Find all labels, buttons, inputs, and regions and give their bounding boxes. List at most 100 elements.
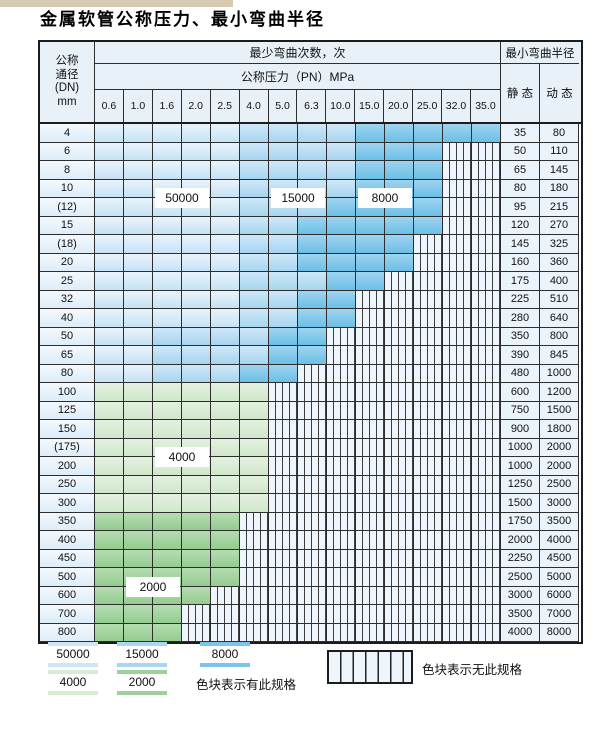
cell-band-b50 (211, 124, 240, 143)
cell-band-b8 (327, 235, 356, 254)
cell-no-spec (414, 475, 443, 494)
cell-band-g4 (211, 438, 240, 457)
cell-no-spec (327, 605, 356, 624)
dynamic-value: 2000 (540, 438, 579, 457)
static-value: 160 (500, 253, 540, 272)
cell-band-b50 (211, 290, 240, 309)
cell-band-g2 (153, 531, 182, 550)
cell-band-b50 (124, 179, 153, 198)
cell-no-spec (269, 531, 298, 550)
legend-swatch-4000: 4000 (48, 670, 98, 695)
dn-value-250: 250 (40, 475, 95, 494)
cell-no-spec (472, 327, 501, 346)
cell-band-b50 (182, 124, 211, 143)
cell-no-spec (356, 605, 385, 624)
cell-band-g4 (182, 401, 211, 420)
cell-no-spec (240, 605, 269, 624)
cell-band-g4 (153, 383, 182, 402)
cell-band-b15 (240, 235, 269, 254)
static-value: 750 (500, 401, 540, 420)
legend-swatch-label: 15000 (117, 646, 167, 663)
legend-swatch-label: 8000 (200, 646, 250, 663)
dynamic-value: 180 (540, 179, 579, 198)
cell-no-spec (472, 383, 501, 402)
cell-band-b8 (327, 309, 356, 328)
cell-band-g4 (95, 420, 124, 439)
static-value: 175 (500, 272, 540, 291)
cell-band-b50 (95, 327, 124, 346)
cell-band-b8 (414, 161, 443, 180)
cell-no-spec (298, 420, 327, 439)
static-value: 50 (500, 142, 540, 161)
static-value: 350 (500, 327, 540, 346)
dynamic-value: 510 (540, 290, 579, 309)
cell-band-b50 (182, 161, 211, 180)
dynamic-value: 4000 (540, 531, 579, 550)
cell-no-spec (472, 272, 501, 291)
cell-no-spec (356, 290, 385, 309)
cell-band-b15 (269, 142, 298, 161)
cell-band-b50 (182, 235, 211, 254)
cell-band-g4 (95, 401, 124, 420)
cell-band-g4 (124, 383, 153, 402)
cell-band-b8 (356, 124, 385, 143)
cell-no-spec (443, 179, 472, 198)
cell-band-g2 (124, 512, 153, 531)
dn-value-500: 500 (40, 568, 95, 587)
cell-band-g4 (124, 475, 153, 494)
dynamic-value: 145 (540, 161, 579, 180)
cell-band-b15 (298, 161, 327, 180)
cell-no-spec (472, 420, 501, 439)
cell-no-spec (385, 531, 414, 550)
cell-no-spec (327, 346, 356, 365)
cell-no-spec (298, 512, 327, 531)
cell-no-spec (472, 475, 501, 494)
cell-no-spec (269, 475, 298, 494)
pressure-header-2.0: 2.0 (182, 90, 211, 122)
cell-no-spec (298, 383, 327, 402)
dn-value-25: 25 (40, 272, 95, 291)
cell-no-spec (414, 364, 443, 383)
cell-no-spec (385, 549, 414, 568)
cell-no-spec (385, 272, 414, 291)
cell-no-spec (443, 272, 472, 291)
static-value: 390 (500, 346, 540, 365)
dn-value-800: 800 (40, 623, 95, 642)
dynamic-value: 325 (540, 235, 579, 254)
dn-value-350: 350 (40, 512, 95, 531)
dn-value-450: 450 (40, 549, 95, 568)
dynamic-value: 270 (540, 216, 579, 235)
pressure-header-32.0: 32.0 (442, 90, 471, 122)
cell-band-g4 (211, 457, 240, 476)
header-bend-times: 最少弯曲次数，次 (95, 42, 501, 64)
cell-no-spec (298, 586, 327, 605)
static-value: 1250 (500, 475, 540, 494)
cell-no-spec (385, 623, 414, 642)
cell-band-g2 (182, 586, 211, 605)
cell-band-b50 (153, 272, 182, 291)
cell-band-b50 (95, 346, 124, 365)
dn-value-80: 80 (40, 364, 95, 383)
static-value: 280 (500, 309, 540, 328)
pressure-header-0.6: 0.6 (95, 90, 124, 122)
cell-no-spec (327, 420, 356, 439)
cell-no-spec (443, 401, 472, 420)
cell-band-b50 (153, 253, 182, 272)
cell-band-b50 (182, 290, 211, 309)
cell-no-spec (443, 253, 472, 272)
cell-no-spec (269, 568, 298, 587)
cell-band-g2 (124, 623, 153, 642)
legend-swatch-label: 4000 (48, 674, 98, 691)
cell-band-b8 (385, 216, 414, 235)
dn-value-150: 150 (40, 420, 95, 439)
cell-band-b8 (472, 124, 501, 143)
cell-no-spec (472, 549, 501, 568)
cell-no-spec (327, 383, 356, 402)
cell-band-g4 (95, 438, 124, 457)
static-value: 145 (500, 235, 540, 254)
dn-value-100: 100 (40, 383, 95, 402)
header-static: 静 态 (501, 64, 540, 122)
cell-band-b8 (269, 346, 298, 365)
cell-no-spec (385, 512, 414, 531)
cell-band-b8 (414, 142, 443, 161)
